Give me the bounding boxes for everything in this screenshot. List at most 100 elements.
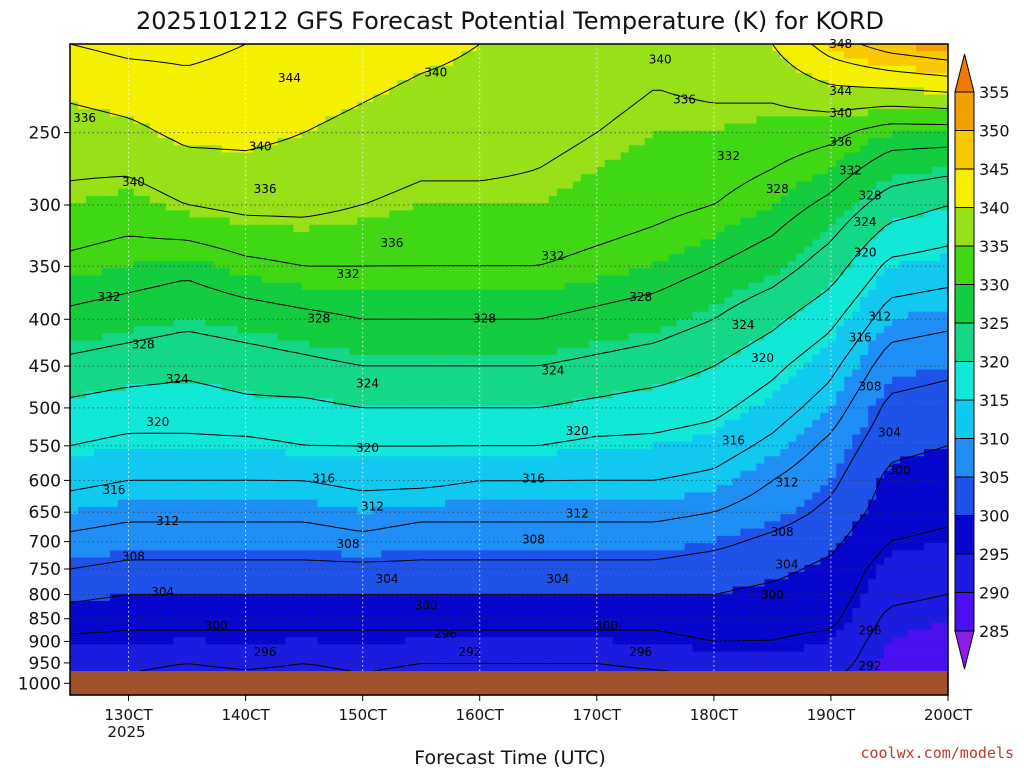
- shade-cell: [485, 210, 494, 219]
- shade-cell: [868, 174, 877, 183]
- shade-cell: [317, 333, 327, 342]
- shade-cell: [636, 246, 646, 255]
- shade-cell: [173, 304, 183, 313]
- shade-cell: [93, 297, 103, 305]
- shade-cell: [572, 80, 582, 88]
- shade-cell: [724, 261, 734, 269]
- shade-cell: [636, 232, 646, 240]
- shade-cell: [668, 116, 678, 125]
- shade-cell: [101, 203, 111, 211]
- shade-cell: [373, 318, 382, 327]
- shade-cell: [461, 72, 470, 81]
- shade-cell: [413, 217, 422, 226]
- shade-cell: [524, 217, 534, 226]
- shade-cell: [277, 224, 287, 233]
- shade-cell: [285, 87, 295, 96]
- shade-cell: [852, 224, 861, 233]
- shade-cell: [149, 80, 159, 88]
- shade-cell: [365, 340, 374, 349]
- shade-cell: [237, 347, 247, 356]
- shade-cell: [493, 297, 502, 305]
- shade-cell: [117, 181, 127, 190]
- shade-cell: [812, 340, 821, 349]
- shade-cell: [125, 152, 135, 161]
- shade-cell: [405, 355, 414, 363]
- shade-cell: [221, 101, 231, 110]
- shade-cell: [181, 174, 191, 183]
- shade-cell: [149, 246, 159, 255]
- shade-cell: [724, 87, 734, 96]
- shade-cell: [908, 355, 917, 363]
- shade-cell: [117, 304, 127, 313]
- shade-cell: [349, 326, 358, 334]
- shade-cell: [157, 239, 167, 248]
- shade-cell: [357, 116, 366, 125]
- shade-cell: [261, 72, 271, 81]
- shade-cell: [277, 340, 287, 349]
- shade-cell: [620, 101, 630, 110]
- shade-cell: [101, 65, 111, 74]
- shade-cell: [556, 326, 566, 334]
- shade-cell: [884, 166, 893, 175]
- shade-cell: [269, 87, 279, 96]
- shade-cell: [269, 80, 279, 88]
- shade-cell: [548, 109, 558, 117]
- shade-cell: [469, 282, 478, 291]
- shade-cell: [341, 217, 350, 226]
- shade-cell: [317, 80, 327, 88]
- shade-cell: [197, 289, 207, 298]
- shade-cell: [764, 152, 773, 161]
- shade-cell: [556, 275, 566, 284]
- shade-cell: [421, 253, 430, 262]
- shade-cell: [317, 123, 327, 132]
- shade-cell: [900, 297, 909, 305]
- shade-cell: [357, 72, 366, 81]
- shade-cell: [389, 275, 398, 284]
- shade-cell: [556, 224, 566, 233]
- shade-cell: [77, 289, 87, 298]
- shade-cell: [876, 130, 885, 139]
- shade-cell: [237, 282, 247, 291]
- shade-cell: [413, 347, 422, 356]
- shade-cell: [325, 51, 334, 60]
- shade-cell: [740, 195, 750, 204]
- shade-cell: [844, 333, 853, 342]
- shade-cell: [301, 94, 311, 103]
- shade-cell: [796, 347, 805, 356]
- shade-cell: [756, 210, 766, 219]
- shade-cell: [708, 44, 718, 52]
- shade-cell: [373, 333, 382, 342]
- shade-cell: [716, 58, 726, 67]
- shade-cell: [764, 326, 773, 334]
- shade-cell: [117, 203, 127, 211]
- shade-cell: [940, 239, 949, 248]
- shade-cell: [77, 152, 87, 161]
- shade-cell: [684, 217, 694, 226]
- shade-cell: [764, 123, 773, 132]
- shade-cell: [700, 246, 710, 255]
- shade-cell: [596, 123, 606, 132]
- shade-cell: [860, 224, 869, 233]
- shade-cell: [708, 239, 718, 248]
- shade-cell: [532, 138, 542, 146]
- shade-cell: [237, 304, 247, 313]
- shade-cell: [245, 224, 255, 233]
- shade-cell: [77, 275, 87, 284]
- shade-cell: [908, 116, 917, 125]
- shade-cell: [716, 224, 726, 233]
- shade-cell: [109, 304, 119, 313]
- shade-cell: [189, 224, 199, 233]
- shade-cell: [381, 355, 390, 363]
- shade-cell: [596, 94, 606, 103]
- shade-cell: [516, 217, 526, 226]
- shade-cell: [205, 123, 215, 132]
- shade-cell: [804, 311, 813, 320]
- shade-cell: [333, 87, 342, 96]
- shade-cell: [181, 333, 191, 342]
- shade-cell: [189, 72, 199, 81]
- shade-cell: [317, 174, 327, 183]
- shade-cell: [133, 289, 143, 298]
- shade-cell: [852, 181, 861, 190]
- shade-cell: [437, 145, 446, 154]
- shade-cell: [301, 203, 311, 211]
